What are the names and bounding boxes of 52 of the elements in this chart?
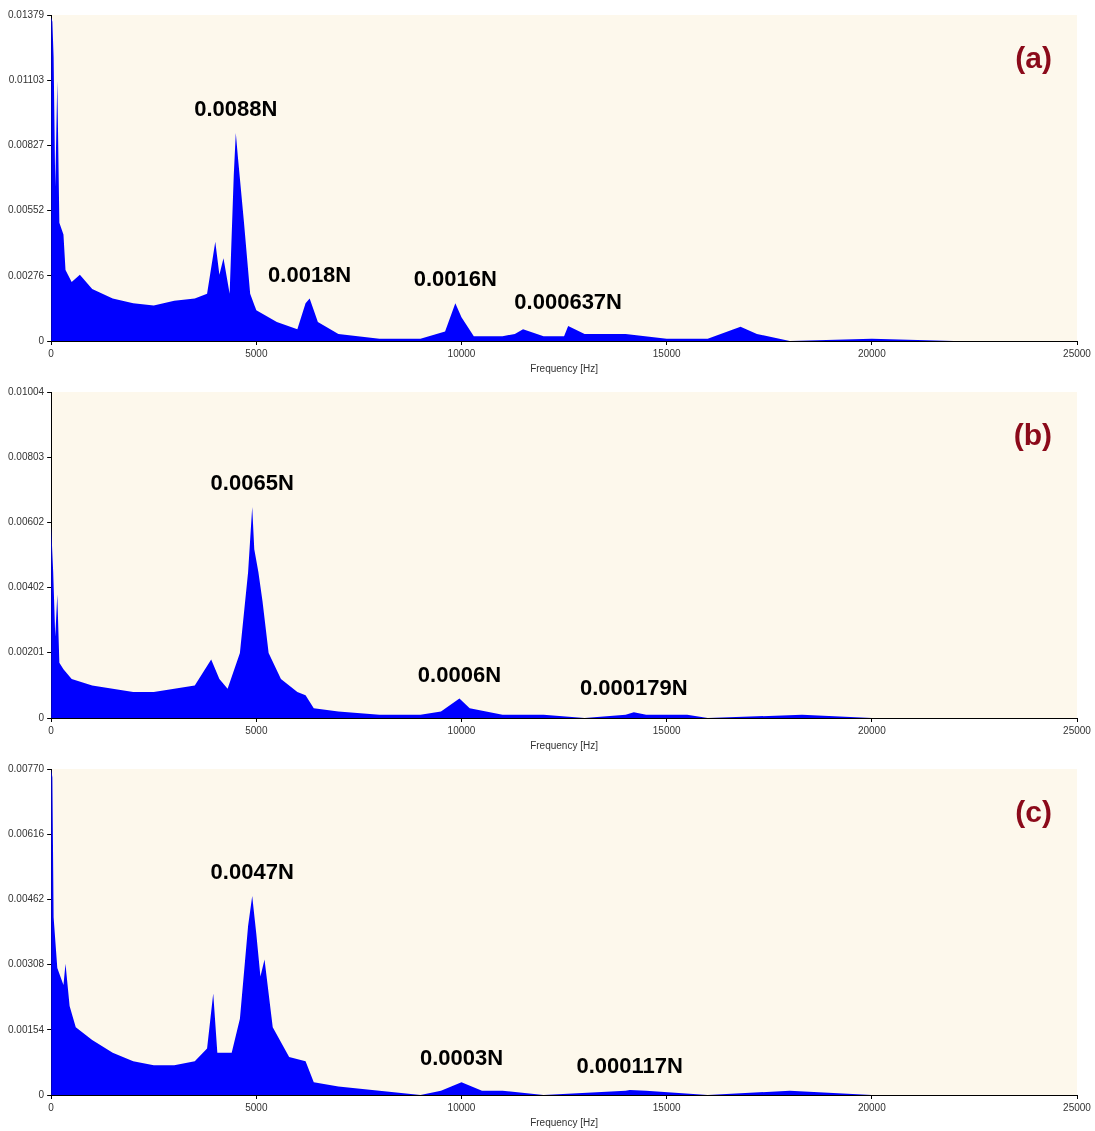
annotation: (c) [1015,795,1052,829]
x-tick-label: 0 [48,1101,55,1113]
y-tick-label: 0.00827 [7,139,45,151]
y-tick-label: 0.00308 [7,958,45,970]
x-tick-label: 0 [48,724,55,736]
y-tick-label: 0.01004 [7,385,45,397]
x-tick-label: 15000 [652,724,681,736]
x-tick-label: 10000 [447,724,476,736]
x-tick-label: 15000 [652,347,681,359]
y-tick-label: 0 [38,1088,45,1100]
annotation: (b) [1013,418,1052,452]
y-tick-label: 0.00803 [7,451,45,463]
annotation: 0.0003N [419,1045,504,1071]
y-tick-label: 0.00616 [7,827,45,839]
y-tick-label: 0.00201 [7,646,45,658]
x-axis-title: Frequency [Hz] [530,739,599,751]
y-tick-label: 0.00402 [7,581,45,593]
y-tick-label: 0.01379 [7,8,45,20]
y-tick-label: 0.00770 [7,762,45,774]
annotation: 0.0018N [268,261,352,287]
y-tick-label: 0 [38,711,45,723]
x-tick-label: 5000 [245,724,268,736]
x-tick-label: 20000 [857,1101,887,1113]
y-tick-label: 0.00602 [7,516,45,528]
x-tick-label: 10000 [447,347,476,359]
annotation: 0.0047N [210,859,294,885]
x-tick-label: 25000 [1063,1101,1092,1113]
annotation: 0.0016N [413,266,497,292]
y-tick-label: 0.00276 [7,269,45,281]
x-tick-label: 5000 [245,1101,268,1113]
x-axis-title: Frequency [Hz] [530,1116,599,1128]
annotation: (a) [1015,41,1052,75]
y-tick-label: 0.00154 [7,1023,45,1035]
x-axis-title: Frequency [Hz] [530,362,599,374]
annotation: 0.0088N [194,96,278,122]
x-tick-label: 10000 [447,1101,476,1113]
annotation: 0.0065N [210,470,294,496]
x-tick-label: 25000 [1063,347,1092,359]
y-tick-label: 0.00462 [7,893,45,905]
annotation: 0.000179N [580,675,688,701]
annotation: 0.0006N [417,661,502,687]
annotation: 0.000637N [514,289,623,314]
x-tick-label: 25000 [1063,724,1092,736]
y-tick-label: 0.01103 [8,74,45,85]
x-tick-label: 15000 [652,1101,681,1113]
x-tick-label: 5000 [245,347,268,359]
annotation: 0.000117N [576,1053,683,1079]
x-tick-label: 20000 [857,724,887,736]
y-tick-label: 0 [38,334,45,346]
x-tick-label: 0 [48,347,55,359]
x-tick-label: 20000 [857,347,887,359]
y-tick-label: 0.00552 [7,204,45,216]
